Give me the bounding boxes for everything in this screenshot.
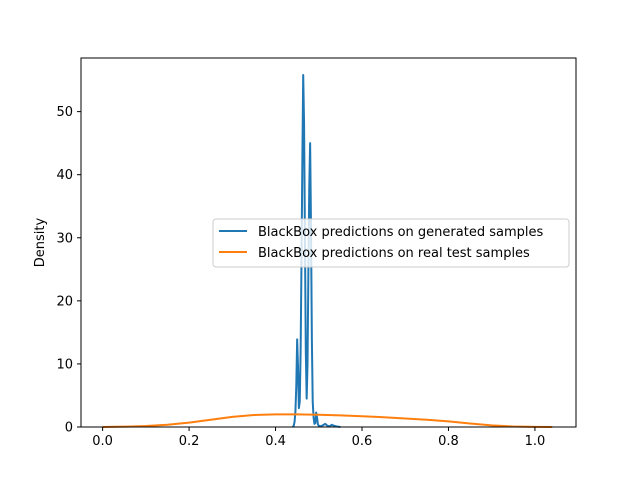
series-line-real [102,413,553,428]
legend-label-real: BlackBox predictions on real test sample… [258,246,530,261]
legend-label-generated: BlackBox predictions on generated sample… [258,225,543,240]
x-tick-label: 1.0 [525,434,546,449]
x-tick-label: 0.0 [92,434,113,449]
axes-frame [80,57,577,428]
y-axis-label: Density [33,217,48,267]
plot-lines [102,74,553,428]
x-axis-ticks: 0.0 0.2 0.4 0.6 0.8 1.0 [92,427,545,449]
x-tick-label: 0.8 [438,434,459,449]
x-tick-label: 0.6 [352,434,373,449]
x-tick-label: 0.4 [265,434,286,449]
y-tick-label: 20 [56,294,73,309]
legend: BlackBox predictions on generated sample… [212,218,570,268]
y-tick-label: 50 [56,105,73,120]
y-tick-label: 30 [56,231,73,246]
legend-box [212,218,570,268]
y-axis-ticks: 0 10 20 30 40 50 [56,105,81,436]
y-tick-label: 10 [56,357,73,372]
x-tick-label: 0.2 [179,434,200,449]
y-tick-label: 0 [65,421,73,436]
y-tick-label: 40 [56,168,73,183]
series-line-generated [292,74,341,428]
